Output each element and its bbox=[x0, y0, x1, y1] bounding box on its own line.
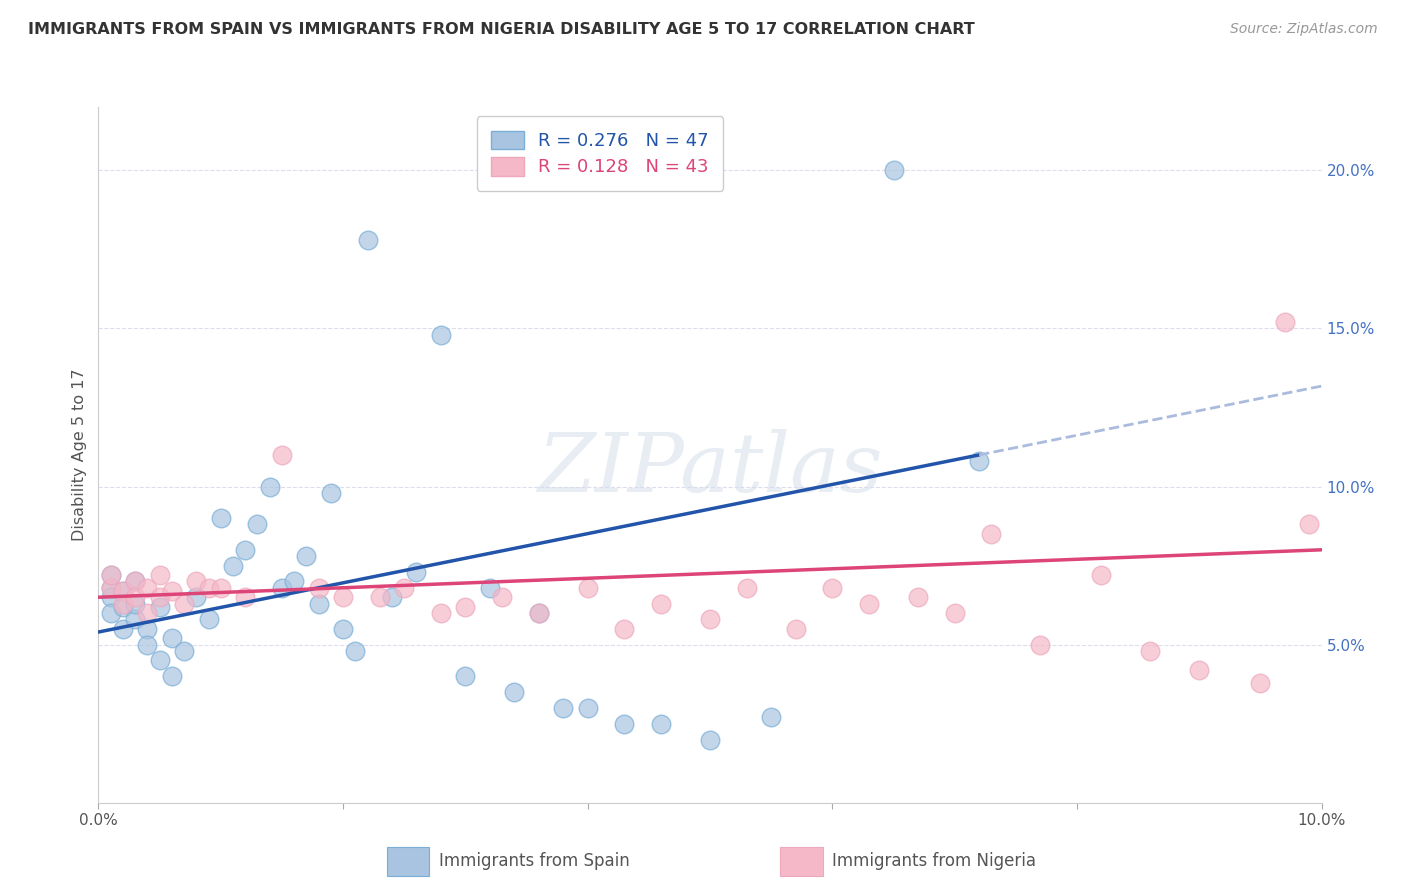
Legend: R = 0.276   N = 47, R = 0.128   N = 43: R = 0.276 N = 47, R = 0.128 N = 43 bbox=[477, 116, 723, 191]
Point bbox=[430, 327, 453, 342]
Point bbox=[197, 612, 219, 626]
Point bbox=[100, 568, 122, 582]
Point bbox=[136, 622, 159, 636]
Point bbox=[1249, 675, 1271, 690]
Point bbox=[650, 716, 672, 731]
Point bbox=[1188, 663, 1211, 677]
Point bbox=[111, 599, 134, 614]
Point bbox=[907, 591, 929, 605]
Text: ZIPatlas: ZIPatlas bbox=[537, 429, 883, 508]
Point bbox=[270, 448, 292, 462]
Point bbox=[759, 710, 782, 724]
Point bbox=[136, 606, 159, 620]
Point bbox=[576, 581, 599, 595]
Point bbox=[186, 574, 208, 589]
Point bbox=[454, 599, 477, 614]
Point bbox=[699, 732, 721, 747]
Point bbox=[111, 597, 134, 611]
Point bbox=[160, 669, 183, 683]
Point bbox=[308, 597, 330, 611]
Point bbox=[160, 632, 183, 646]
Point bbox=[209, 581, 232, 595]
Point bbox=[319, 486, 342, 500]
Point bbox=[186, 591, 208, 605]
Point bbox=[613, 716, 636, 731]
Point bbox=[1090, 568, 1112, 582]
Point bbox=[1274, 315, 1296, 329]
Point bbox=[124, 597, 146, 611]
Point bbox=[405, 565, 427, 579]
Point bbox=[100, 606, 122, 620]
Text: Source: ZipAtlas.com: Source: ZipAtlas.com bbox=[1230, 22, 1378, 37]
Point bbox=[356, 233, 378, 247]
Point bbox=[785, 622, 807, 636]
Point bbox=[136, 638, 159, 652]
Point bbox=[527, 606, 550, 620]
Point bbox=[430, 606, 453, 620]
Point bbox=[111, 583, 134, 598]
Point bbox=[149, 653, 172, 667]
Point bbox=[1298, 517, 1320, 532]
Point bbox=[613, 622, 636, 636]
Point bbox=[270, 581, 292, 595]
Point bbox=[478, 581, 501, 595]
Point bbox=[100, 581, 122, 595]
Text: Immigrants from Spain: Immigrants from Spain bbox=[439, 852, 630, 870]
Point bbox=[149, 568, 172, 582]
Point bbox=[858, 597, 880, 611]
Point bbox=[295, 549, 318, 563]
Point bbox=[136, 581, 159, 595]
Point bbox=[332, 622, 354, 636]
Text: Immigrants from Nigeria: Immigrants from Nigeria bbox=[832, 852, 1036, 870]
Point bbox=[381, 591, 404, 605]
Point bbox=[527, 606, 550, 620]
Point bbox=[100, 581, 122, 595]
Point bbox=[111, 622, 134, 636]
Point bbox=[883, 163, 905, 178]
Point bbox=[233, 591, 256, 605]
Point bbox=[1139, 644, 1161, 658]
Point bbox=[699, 612, 721, 626]
Point bbox=[197, 581, 219, 595]
Point bbox=[344, 644, 367, 658]
Point bbox=[149, 591, 172, 605]
Point bbox=[1029, 638, 1052, 652]
Point bbox=[308, 581, 330, 595]
Point bbox=[821, 581, 844, 595]
Point bbox=[650, 597, 672, 611]
Point bbox=[967, 454, 990, 468]
Point bbox=[124, 612, 146, 626]
Point bbox=[735, 581, 758, 595]
Point bbox=[233, 542, 256, 557]
Point bbox=[503, 685, 526, 699]
Point bbox=[100, 568, 122, 582]
Point bbox=[111, 583, 134, 598]
Point bbox=[368, 591, 391, 605]
Point bbox=[392, 581, 416, 595]
Point bbox=[259, 479, 281, 493]
Y-axis label: Disability Age 5 to 17: Disability Age 5 to 17 bbox=[72, 368, 87, 541]
Point bbox=[149, 599, 172, 614]
Point bbox=[209, 511, 232, 525]
Point bbox=[100, 591, 122, 605]
Point bbox=[173, 644, 195, 658]
Point bbox=[491, 591, 513, 605]
Point bbox=[553, 701, 575, 715]
Point bbox=[943, 606, 966, 620]
Point bbox=[160, 583, 183, 598]
Point bbox=[222, 558, 245, 573]
Point bbox=[454, 669, 477, 683]
Point bbox=[283, 574, 305, 589]
Point bbox=[576, 701, 599, 715]
Point bbox=[124, 574, 146, 589]
Point bbox=[980, 527, 1002, 541]
Point bbox=[332, 591, 354, 605]
Point bbox=[246, 517, 269, 532]
Point bbox=[173, 597, 195, 611]
Point bbox=[124, 591, 146, 605]
Point bbox=[124, 574, 146, 589]
Text: IMMIGRANTS FROM SPAIN VS IMMIGRANTS FROM NIGERIA DISABILITY AGE 5 TO 17 CORRELAT: IMMIGRANTS FROM SPAIN VS IMMIGRANTS FROM… bbox=[28, 22, 974, 37]
